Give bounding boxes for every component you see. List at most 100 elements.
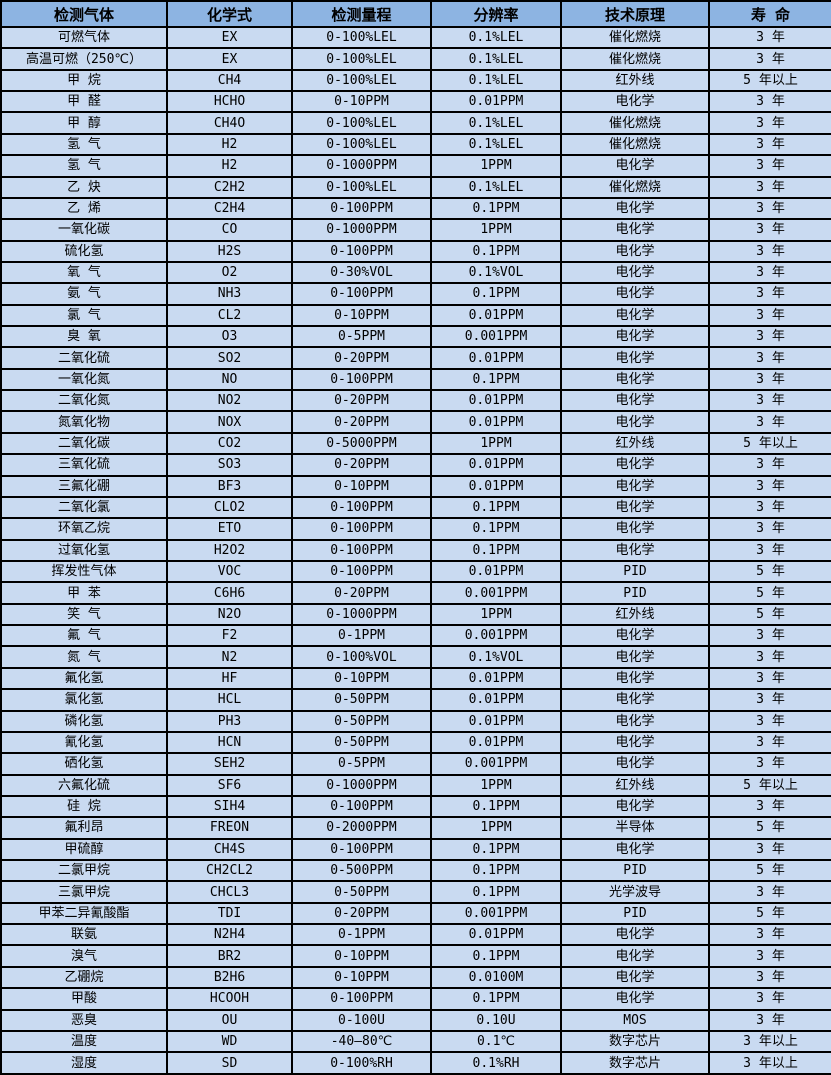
table-row: 甲 醇 CH4O 0-100%LEL 0.1%LEL 催化燃烧 3 年 [0, 111, 831, 135]
cell-detection-range: 0-50PPM [291, 880, 432, 904]
cell-gas-name: 硅 烷 [0, 794, 168, 819]
cell-gas-name: 氟 气 [0, 624, 168, 648]
cell-lifespan: 3 年 [708, 730, 831, 755]
cell-gas-name: 氨 气 [0, 282, 168, 306]
cell-resolution: 0.01PPM [430, 389, 562, 413]
cell-tech-principle: 催化燃烧 [560, 132, 710, 157]
table-row: 甲 烷 CH4 0-100%LEL 0.1%LEL 红外线 5 年以上 [0, 68, 831, 93]
cell-tech-principle: 电化学 [560, 645, 710, 669]
table-row: 氢 气 H2 0-100%LEL 0.1%LEL 催化燃烧 3 年 [0, 132, 831, 157]
cell-tech-principle: 数字芯片 [560, 1029, 710, 1054]
cell-tech-principle: 电化学 [560, 517, 710, 541]
cell-chemical-formula: O2 [166, 260, 293, 285]
table-row: 磷化氢 PH3 0-50PPM 0.01PPM 电化学 3 年 [0, 709, 831, 733]
table-row: 三氟化硼 BF3 0-10PPM 0.01PPM 电化学 3 年 [0, 474, 831, 498]
cell-chemical-formula: HCHO [166, 90, 293, 114]
table-row: 氮 气 N2 0-100%VOL 0.1%VOL 电化学 3 年 [0, 645, 831, 669]
table-row: 氯 气 CL2 0-10PPM 0.01PPM 电化学 3 年 [0, 303, 831, 328]
cell-tech-principle: 红外线 [560, 602, 710, 627]
col-header-resolution: 分辨率 [430, 0, 562, 28]
cell-chemical-formula: PH3 [166, 709, 293, 733]
cell-resolution: 0.1PPM [430, 196, 562, 221]
cell-tech-principle: 电化学 [560, 367, 710, 392]
cell-resolution: 0.01PPM [430, 688, 562, 712]
cell-resolution: 0.1PPM [430, 880, 562, 904]
cell-tech-principle: 催化燃烧 [560, 175, 710, 199]
cell-resolution: 0.01PPM [430, 474, 562, 498]
table-row: 臭 氧 O3 0-5PPM 0.001PPM 电化学 3 年 [0, 325, 831, 349]
cell-tech-principle: 电化学 [560, 538, 710, 563]
cell-tech-principle: 电化学 [560, 965, 710, 990]
cell-resolution: 0.10U [430, 1008, 562, 1032]
cell-tech-principle: 电化学 [560, 90, 710, 114]
cell-tech-principle: 催化燃烧 [560, 47, 710, 71]
cell-lifespan: 3 年 [708, 709, 831, 733]
cell-detection-range: 0-100%RH [291, 1051, 432, 1075]
cell-chemical-formula: CH4 [166, 68, 293, 93]
cell-resolution: 0.1%LEL [430, 68, 562, 93]
cell-resolution: 0.0100M [430, 965, 562, 990]
table-row: 氮氧化物 NOX 0-20PPM 0.01PPM 电化学 3 年 [0, 410, 831, 434]
cell-lifespan: 3 年 [708, 474, 831, 498]
table-row: 二氧化氯 CLO2 0-100PPM 0.1PPM 电化学 3 年 [0, 495, 831, 520]
table-row: 乙 炔 C2H2 0-100%LEL 0.1%LEL 催化燃烧 3 年 [0, 175, 831, 199]
cell-gas-name: 甲 烷 [0, 68, 168, 93]
cell-gas-name: 硒化氢 [0, 752, 168, 776]
cell-tech-principle: 红外线 [560, 431, 710, 456]
cell-resolution: 0.1%VOL [430, 645, 562, 669]
cell-lifespan: 3 年 [708, 239, 831, 263]
cell-tech-principle: 电化学 [560, 260, 710, 285]
cell-gas-name: 恶臭 [0, 1008, 168, 1032]
cell-detection-range: 0-1PPM [291, 624, 432, 648]
col-header-principle: 技术原理 [560, 0, 710, 28]
cell-chemical-formula: BR2 [166, 944, 293, 968]
cell-chemical-formula: OU [166, 1008, 293, 1032]
cell-lifespan: 3 年 [708, 453, 831, 477]
cell-resolution: 0.1%LEL [430, 25, 562, 50]
cell-gas-name: 溴气 [0, 944, 168, 968]
cell-chemical-formula: CH2CL2 [166, 858, 293, 883]
cell-gas-name: 六氟化硫 [0, 773, 168, 797]
table-header: 检测气体 化学式 检测量程 分辨率 技术原理 寿 命 [0, 0, 831, 28]
cell-tech-principle: 电化学 [560, 218, 710, 242]
table-row: 二氧化硫 SO2 0-20PPM 0.01PPM 电化学 3 年 [0, 346, 831, 370]
cell-chemical-formula: TDI [166, 901, 293, 926]
cell-lifespan: 3 年 [708, 923, 831, 947]
cell-chemical-formula: CH4S [166, 837, 293, 862]
cell-gas-name: 过氧化氢 [0, 538, 168, 563]
cell-gas-name: 二氧化氯 [0, 495, 168, 520]
cell-gas-name: 氯 气 [0, 303, 168, 328]
cell-gas-name: 甲苯二异氰酸酯 [0, 901, 168, 926]
cell-chemical-formula: NO2 [166, 389, 293, 413]
cell-gas-name: 乙 炔 [0, 175, 168, 199]
cell-resolution: 0.001PPM [430, 325, 562, 349]
col-header-formula: 化学式 [166, 0, 293, 28]
cell-tech-principle: 电化学 [560, 495, 710, 520]
cell-tech-principle: MOS [560, 1008, 710, 1032]
cell-chemical-formula: H2 [166, 132, 293, 157]
cell-resolution: 1PPM [430, 773, 562, 797]
cell-chemical-formula: SEH2 [166, 752, 293, 776]
cell-resolution: 0.01PPM [430, 346, 562, 370]
cell-gas-name: 挥发性气体 [0, 559, 168, 584]
table-row: 甲苯二异氰酸酯 TDI 0-20PPM 0.001PPM PID 5 年 [0, 901, 831, 926]
cell-resolution: 0.1PPM [430, 987, 562, 1011]
cell-detection-range: 0-10PPM [291, 944, 432, 968]
cell-resolution: 0.001PPM [430, 752, 562, 776]
cell-lifespan: 3 年 [708, 624, 831, 648]
cell-lifespan: 5 年以上 [708, 431, 831, 456]
cell-detection-range: 0-20PPM [291, 581, 432, 605]
cell-tech-principle: 电化学 [560, 688, 710, 712]
cell-chemical-formula: FREON [166, 816, 293, 840]
cell-chemical-formula: CO [166, 218, 293, 242]
cell-gas-name: 一氧化氮 [0, 367, 168, 392]
cell-tech-principle: 电化学 [560, 837, 710, 862]
cell-gas-name: 氰化氢 [0, 730, 168, 755]
cell-chemical-formula: H2O2 [166, 538, 293, 563]
cell-tech-principle: 催化燃烧 [560, 111, 710, 135]
cell-resolution: 0.001PPM [430, 901, 562, 926]
cell-chemical-formula: CH4O [166, 111, 293, 135]
cell-lifespan: 3 年 [708, 495, 831, 520]
cell-lifespan: 5 年 [708, 581, 831, 605]
table-row: 一氧化碳 CO 0-1000PPM 1PPM 电化学 3 年 [0, 218, 831, 242]
